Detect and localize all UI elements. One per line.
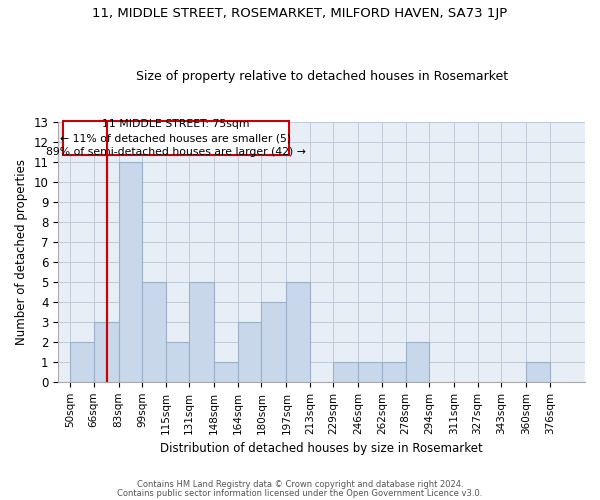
Text: 11 MIDDLE STREET: 75sqm
← 11% of detached houses are smaller (5)
89% of semi-det: 11 MIDDLE STREET: 75sqm ← 11% of detache… [46,119,306,157]
Bar [382,362,406,382]
Bar [526,362,550,382]
Bar [166,342,189,382]
Bar [62,121,289,155]
Bar [406,342,429,382]
Text: Contains public sector information licensed under the Open Government Licence v3: Contains public sector information licen… [118,488,482,498]
Bar [142,282,166,382]
Bar [214,362,238,382]
Y-axis label: Number of detached properties: Number of detached properties [15,159,28,345]
Text: 11, MIDDLE STREET, ROSEMARKET, MILFORD HAVEN, SA73 1JP: 11, MIDDLE STREET, ROSEMARKET, MILFORD H… [92,8,508,20]
Bar [189,282,214,382]
Bar [238,322,262,382]
Text: Contains HM Land Registry data © Crown copyright and database right 2024.: Contains HM Land Registry data © Crown c… [137,480,463,489]
Bar [334,362,358,382]
X-axis label: Distribution of detached houses by size in Rosemarket: Distribution of detached houses by size … [160,442,483,455]
Bar [262,302,286,382]
Bar [119,162,142,382]
Bar [70,342,94,382]
Title: Size of property relative to detached houses in Rosemarket: Size of property relative to detached ho… [136,70,508,84]
Bar [286,282,310,382]
Bar [94,322,119,382]
Bar [358,362,382,382]
